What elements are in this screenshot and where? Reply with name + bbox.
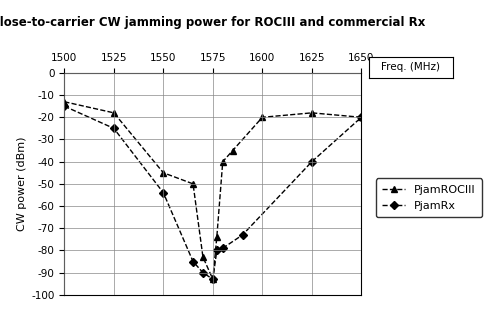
PjamROCIII xyxy=(309,111,315,115)
PjamRx xyxy=(111,126,117,130)
PjamROCIII xyxy=(200,255,206,259)
PjamROCIII xyxy=(214,235,220,239)
Y-axis label: CW power (dBm): CW power (dBm) xyxy=(17,137,27,231)
Line: PjamROCIII: PjamROCIII xyxy=(61,98,365,283)
Line: PjamRx: PjamRx xyxy=(61,103,364,282)
PjamROCIII xyxy=(160,171,166,175)
PjamROCIII xyxy=(220,160,226,164)
PjamROCIII xyxy=(358,115,364,119)
PjamRx xyxy=(190,260,196,263)
PjamROCIII xyxy=(230,149,236,152)
Text: Close-to-carrier CW jamming power for ROCIII and commercial Rx: Close-to-carrier CW jamming power for RO… xyxy=(0,16,425,29)
PjamRx xyxy=(210,277,216,281)
PjamRx xyxy=(220,246,226,250)
PjamRx xyxy=(160,191,166,195)
PjamRx xyxy=(214,249,220,252)
PjamRx xyxy=(358,115,364,119)
PjamRx xyxy=(200,271,206,275)
PjamRx xyxy=(240,233,246,237)
PjamROCIII xyxy=(111,111,117,115)
Legend: PjamROCIII, PjamRx: PjamROCIII, PjamRx xyxy=(376,178,482,217)
PjamROCIII xyxy=(259,115,265,119)
PjamROCIII xyxy=(210,277,216,281)
PjamROCIII xyxy=(61,100,67,104)
PjamRx xyxy=(61,104,67,108)
Text: Freq. (MHz): Freq. (MHz) xyxy=(381,62,441,72)
PjamRx xyxy=(309,160,315,164)
PjamROCIII xyxy=(190,182,196,186)
